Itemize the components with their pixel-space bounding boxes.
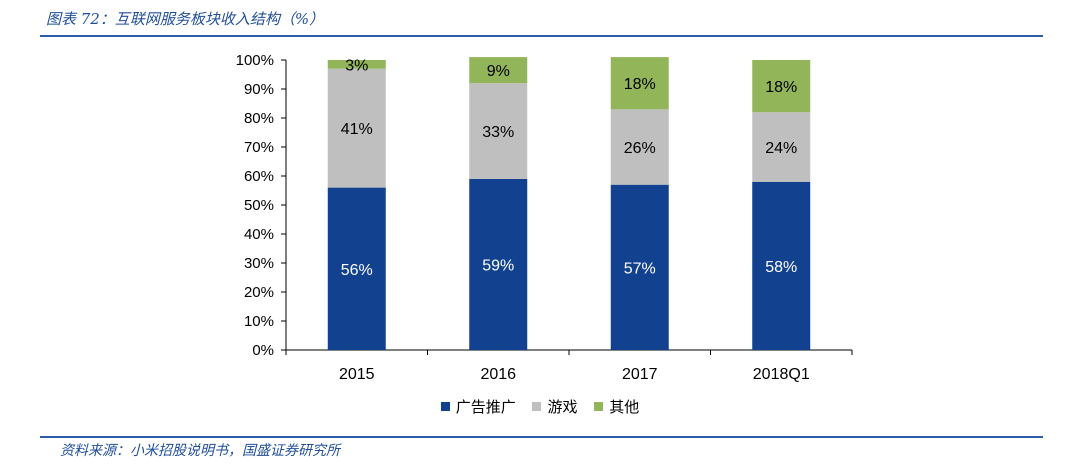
legend-swatch-ad xyxy=(440,402,450,411)
y-tick-label: 20% xyxy=(244,284,274,301)
y-tick-label: 60% xyxy=(244,168,274,185)
bar-segment xyxy=(610,184,669,350)
bar-segment xyxy=(610,109,669,185)
legend-swatch-games xyxy=(532,402,542,411)
y-tick-label: 10% xyxy=(244,313,274,330)
data-label: 26% xyxy=(624,140,656,157)
bar-segment xyxy=(610,57,669,110)
y-tick-label: 50% xyxy=(244,197,274,214)
y-tick-label: 0% xyxy=(252,342,274,359)
bar-segment xyxy=(469,83,528,179)
data-label: 58% xyxy=(765,259,797,276)
data-label: 56% xyxy=(341,262,373,279)
data-label: 59% xyxy=(482,257,514,274)
y-tick-label: 90% xyxy=(244,81,274,98)
y-tick-label: 30% xyxy=(244,255,274,272)
legend-label-games: 游戏 xyxy=(547,398,578,416)
legend-item-other: 其他 xyxy=(594,396,639,417)
x-tick-label: 2016 xyxy=(480,366,516,383)
figure-title: 图表 72：互联网服务板块收入结构（%） xyxy=(46,10,325,28)
source-note: 资料来源：小米招股说明书，国盛证券研究所 xyxy=(60,443,340,459)
bar-segment xyxy=(752,112,811,182)
bar-segment xyxy=(469,57,528,84)
legend-item-games: 游戏 xyxy=(532,396,578,417)
bar-segment xyxy=(752,181,811,350)
data-label: 24% xyxy=(765,140,797,157)
legend-item-ad: 广告推广 xyxy=(440,396,516,417)
legend-label-other: 其他 xyxy=(609,398,640,416)
chart-legend: 广告推广 游戏 其他 xyxy=(0,396,1080,417)
data-label: 41% xyxy=(341,121,373,138)
top-rule xyxy=(40,35,1043,37)
y-tick-label: 40% xyxy=(244,226,274,243)
x-tick-label: 2015 xyxy=(339,366,375,383)
y-tick-label: 100% xyxy=(236,52,274,69)
data-label: 33% xyxy=(482,124,514,141)
x-tick-label: 2018Q1 xyxy=(753,366,810,383)
legend-swatch-other xyxy=(594,402,604,411)
bar-segment xyxy=(327,68,386,188)
legend-label-ad: 广告推广 xyxy=(455,398,516,416)
bar-segment xyxy=(327,60,386,69)
data-label: 3% xyxy=(345,57,368,74)
bottom-rule xyxy=(40,436,1043,438)
bar-segment xyxy=(752,60,811,113)
data-label: 57% xyxy=(624,260,656,277)
data-label: 18% xyxy=(765,79,797,96)
bar-segment xyxy=(469,178,528,350)
bar-segment xyxy=(327,187,386,350)
y-tick-label: 80% xyxy=(244,110,274,127)
data-label: 18% xyxy=(624,76,656,93)
x-tick-label: 2017 xyxy=(622,366,658,383)
data-label: 9% xyxy=(487,63,510,80)
y-tick-label: 70% xyxy=(244,139,274,156)
